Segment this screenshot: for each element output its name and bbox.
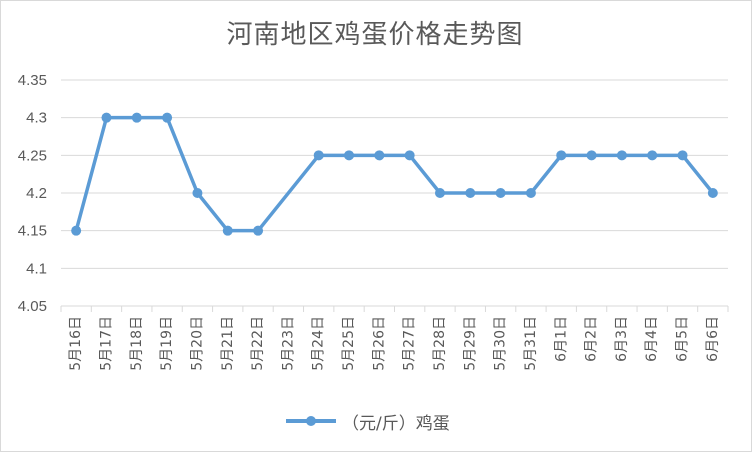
legend: （元/斤）鸡蛋 [286,408,450,434]
x-tick-label: 5月21日 [220,316,236,371]
chart-title: 河南地区鸡蛋价格走势图 [226,20,524,50]
x-tick-label: 5月26日 [371,316,387,371]
x-tick-label: 5月20日 [189,316,205,371]
x-tick-label: 5月19日 [159,316,175,371]
data-point [586,150,597,161]
x-tick-label: 5月29日 [462,316,478,371]
y-tick-label: 4.25 [18,147,47,164]
x-tick-label: 6月2日 [584,316,600,362]
data-point [677,150,688,161]
x-tick-label: 6月4日 [644,316,660,362]
x-tick-label: 5月31日 [523,316,539,371]
x-tick-label: 5月18日 [129,316,145,371]
y-tick-label: 4.3 [26,110,47,127]
x-axis-ticks: 5月16日 5月17日 5月18日 5月19日 5月20日 5月21日 5月22日 5月23日… [68,316,721,371]
x-tick-label: 5月16日 [68,316,84,371]
y-tick-label: 4.1 [26,260,47,277]
data-point [404,150,415,161]
data-point [374,150,385,161]
data-point [556,150,567,161]
x-tick-label: 5月30日 [493,316,509,371]
series-line-group [71,112,718,236]
y-axis-ticks: 4.05 4.1 4.15 4.2 4.25 4.3 4.35 [18,72,47,315]
x-tick-label: 6月3日 [614,316,630,362]
gridlines [61,79,728,269]
data-point [344,150,355,161]
data-point [434,188,445,198]
y-tick-label: 4.05 [18,298,47,315]
x-tick-label: 6月6日 [705,316,721,362]
legend-label: （元/斤）鸡蛋 [342,413,450,434]
x-tick-label: 5月17日 [98,316,114,371]
x-tick-label: 6月5日 [675,316,691,362]
data-point [707,188,718,198]
data-point [101,112,112,123]
data-point [465,188,476,198]
x-tick-label: 5月25日 [341,316,357,371]
data-point [222,225,233,236]
x-tick-label: 5月24日 [311,316,327,371]
x-tick-label: 5月23日 [280,316,296,371]
data-point [192,188,203,198]
data-point [647,150,658,161]
x-tick-label: 5月28日 [432,316,448,371]
x-tick-label: 5月22日 [250,316,266,371]
data-point [253,225,264,236]
data-point [495,188,506,198]
data-point [525,188,536,198]
y-tick-label: 4.15 [18,223,47,240]
x-tick-label: 5月27日 [402,316,418,371]
legend-swatch-icon [286,411,336,431]
series-line [74,115,715,233]
data-point [616,150,627,161]
data-point [71,225,82,236]
x-tick-label: 6月1日 [553,316,569,362]
data-point [313,150,324,161]
data-point [131,112,142,123]
data-point [162,112,173,123]
y-tick-label: 4.2 [26,185,47,202]
x-axis [60,305,729,312]
y-tick-label: 4.35 [18,72,47,89]
